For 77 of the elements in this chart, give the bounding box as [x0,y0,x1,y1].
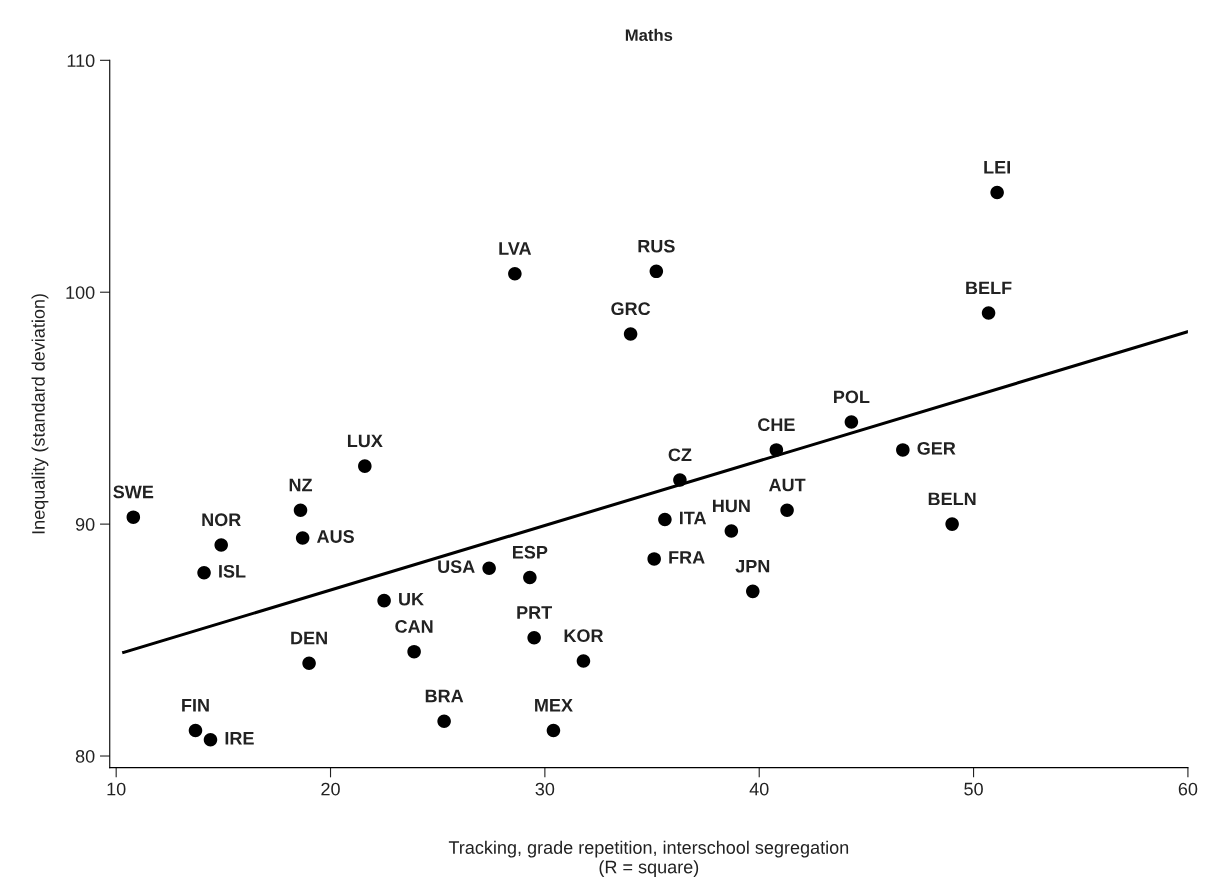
point [673,473,687,487]
point [203,733,218,747]
point [358,459,372,473]
data-label: CHE [758,418,795,432]
data-label: ITA [680,511,707,525]
y-tick-label: 90 [75,518,95,531]
point [981,306,996,320]
data-label: BELN [928,492,976,506]
point [780,503,794,517]
data-label: DEN [291,631,327,645]
data-label: JPN [735,559,770,573]
data-label: LVA [499,242,532,255]
data-label: CAN [395,620,433,633]
point [945,517,959,531]
point [527,630,541,645]
point [188,723,203,738]
point [302,656,316,671]
data-label: MEX [535,699,573,712]
point [576,654,591,668]
point [724,524,739,538]
y-tick-label: 80 [75,749,95,763]
data-label: CZ [668,448,692,462]
point [990,185,1004,200]
point [377,593,391,608]
point [647,552,661,566]
x-tick-label: 50 [964,782,983,796]
y-axis-title: Inequality (standard deviation) [31,294,49,534]
data-label: LEI [984,161,1010,174]
point [746,584,760,599]
point [658,512,672,527]
data-label: AUS [317,530,354,543]
point [126,510,141,524]
x-tick-label: 40 [749,782,769,796]
point [295,531,310,545]
data-label: LUX [347,434,383,448]
data-label: NOR [202,513,241,527]
y-tick-label: 100 [66,286,95,299]
data-label: KOR [564,629,604,643]
data-label: BRA [425,689,464,703]
data-label: UK [399,592,424,606]
data-label: NZ [289,478,313,492]
data-label: ESP [513,545,548,559]
point [482,561,496,575]
data-label: ISL [219,564,246,578]
data-label: POL [834,390,870,404]
point [769,443,784,457]
point [508,266,522,281]
point [214,538,228,552]
data-label: BELF [966,281,1012,295]
x-tick-label: 10 [107,782,126,796]
point [623,327,638,341]
data-label: GER [917,441,956,455]
x-tick-label: 30 [535,782,555,796]
point [407,644,421,659]
point [649,264,664,279]
data-label: FIN [182,699,209,712]
data-label: RUS [638,239,675,253]
point [437,714,451,728]
data-label: SWE [113,485,154,499]
point [197,566,211,580]
data-label: IRE [225,732,254,745]
chart-title: Maths [625,28,673,42]
data-label: PRT [517,606,553,619]
x-axis-title: Tracking, grade repetition, interschool segregation (R = square) [448,840,849,877]
point [523,570,537,585]
data-label: FRA [669,551,705,564]
data-label: HUN [713,499,750,513]
data-label: AUT [768,478,806,492]
point [293,503,308,517]
point [546,723,561,738]
data-label: GRC [611,302,651,316]
data-label: USA [438,560,475,574]
x-tick-label: 20 [321,782,340,796]
x-tick-label: 60 [1178,782,1198,796]
point [844,415,859,429]
point [896,443,910,457]
y-tick-label: 110 [67,54,95,68]
